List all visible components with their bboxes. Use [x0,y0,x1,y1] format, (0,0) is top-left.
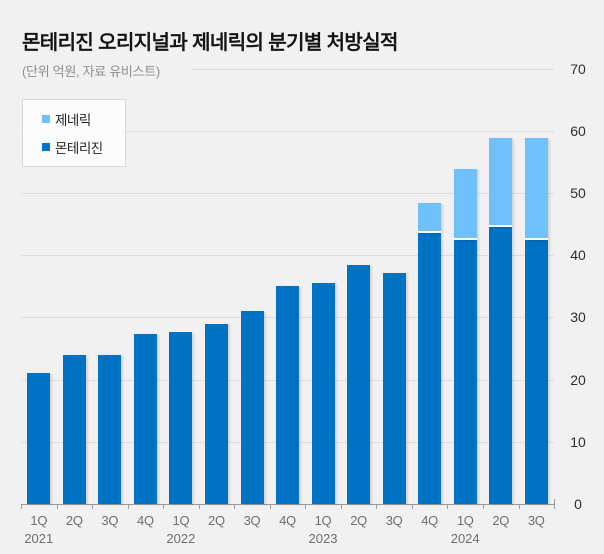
bar-segment-original [276,286,299,504]
y-axis-label: 0 [574,496,582,512]
legend-item-original: 몬테리진 [42,137,125,157]
x-axis-label: 4Q [137,513,154,528]
bar-segment-original [133,334,157,504]
bar-segment-original [98,354,122,504]
bar-segment-original [204,323,228,504]
gridline [21,255,554,257]
gridline [21,130,554,132]
axis-tick [269,504,271,509]
bar-segment-original [240,311,264,504]
legend-label-generic: 제네릭 [55,112,91,128]
year-label: 2023 [308,531,338,546]
legend-swatch-generic-icon [42,114,50,123]
y-axis-label: 30 [570,309,586,326]
axis-tick [340,504,342,509]
x-axis-label: 2Q [350,513,367,528]
y-axis-label: 60 [570,122,586,139]
bar-segment-generic [524,138,548,240]
year-label: 2024 [450,531,480,546]
x-axis-label: 2Q [65,513,83,528]
axis-tick [127,504,129,509]
axis-tick [447,504,449,509]
bar-segment-original [311,282,335,504]
bar-segment-original [347,264,371,504]
axis-tick [163,504,165,509]
gridline [192,68,554,70]
x-axis-label: 3Q [101,513,119,528]
axis-tick [376,504,378,509]
bar-segment-generic [453,169,477,240]
x-axis-line [21,504,555,505]
axis-tick [198,504,200,509]
legend: 제네릭 몬테리진 [22,99,126,167]
axis-end-tick [554,499,555,504]
bar-segment-original [489,227,513,504]
chart-subtitle: (단위 억원, 자료 유비스트) [22,64,160,79]
bar-segment-original [169,332,193,504]
x-axis-label: 4Q [421,513,438,528]
bar-segment-original [453,239,477,504]
legend-label-original: 몬테리진 [55,141,103,157]
year-label: 2021 [24,531,54,546]
x-axis-label: 1Q [30,513,48,528]
x-axis-label: 2Q [492,513,510,528]
y-axis-label: 70 [570,60,586,77]
x-axis-label: 3Q [385,513,403,528]
x-axis-label: 3Q [243,513,261,528]
axis-tick [21,504,22,509]
axis-tick [411,504,413,509]
bar-segment-original [524,239,548,504]
legend-swatch-original-icon [42,143,50,152]
axis-tick [234,504,236,509]
legend-item-generic: 제네릭 [42,109,125,129]
y-axis-label: 20 [570,371,586,388]
axis-tick [482,504,484,509]
bar-segment-original [27,373,51,504]
x-axis-label: 3Q [527,513,545,528]
y-axis-label: 40 [570,247,586,264]
x-axis-label: 1Q [456,513,474,528]
x-axis-label: 2Q [208,513,225,528]
x-axis-label: 1Q [172,513,190,528]
y-axis-label: 10 [570,433,586,450]
gridline [21,193,554,194]
axis-tick [305,504,307,509]
bar-segment-original [382,272,406,504]
x-axis-label: 4Q [279,513,296,528]
axis-tick [518,504,520,509]
axis-tick [554,504,555,509]
year-label: 2022 [166,531,196,546]
axis-tick [92,504,94,509]
y-axis-label: 50 [570,185,586,201]
bar-segment-original [418,233,442,504]
bar-segment-generic [418,203,442,234]
bar-segment-original [62,354,86,504]
bar-segment-generic [489,138,513,228]
x-axis-label: 1Q [314,513,332,528]
chart-title: 몬테리진 오리지널과 제네릭의 분기별 처방실적 [22,32,398,54]
axis-tick [56,504,58,509]
